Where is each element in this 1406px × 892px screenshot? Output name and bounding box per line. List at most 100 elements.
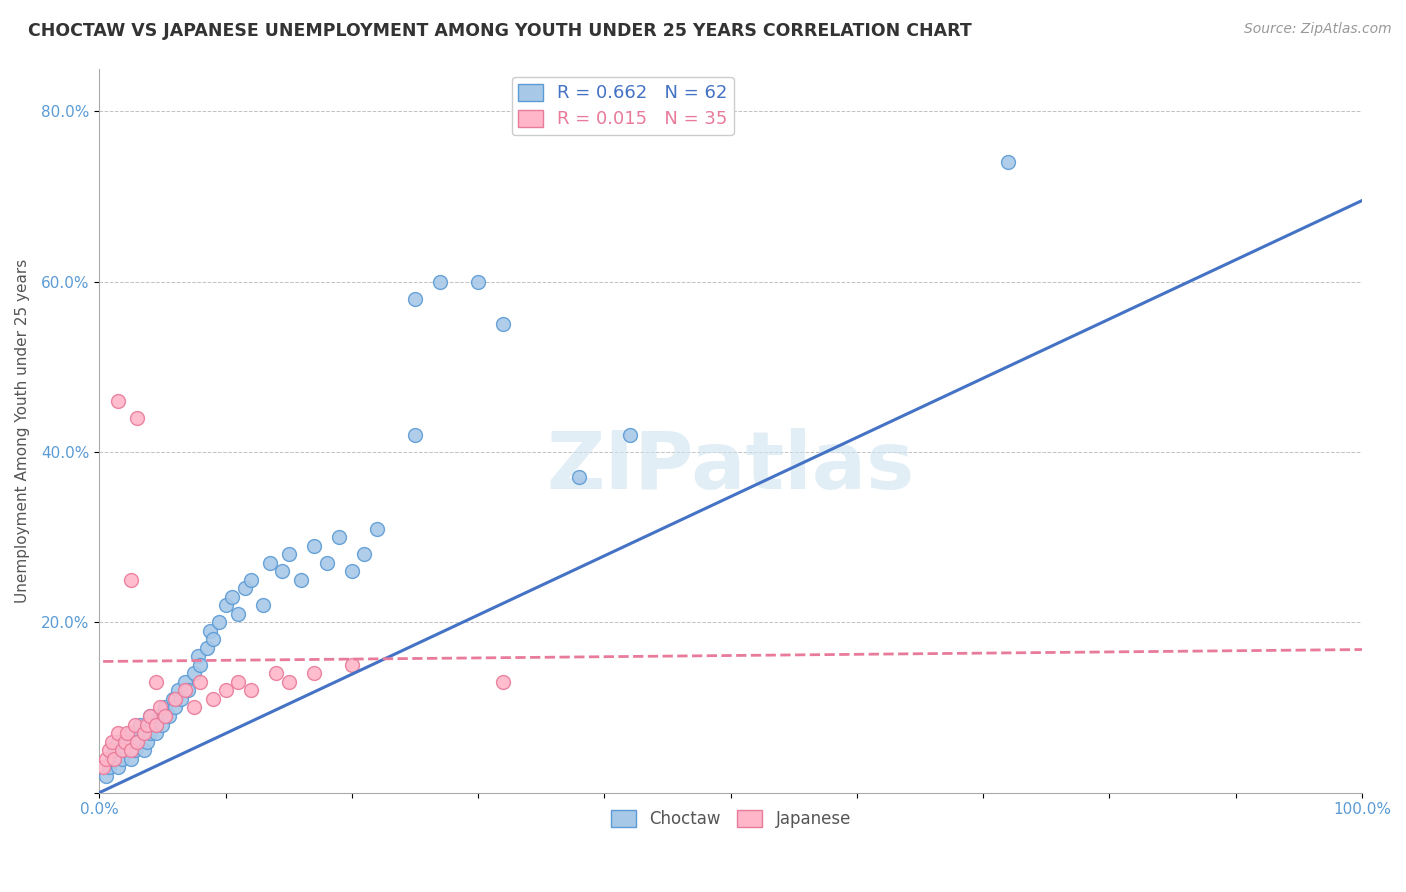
- Point: [277, 547, 299, 561]
- Point: [127, 734, 149, 748]
- Point: [467, 275, 489, 289]
- Point: [111, 743, 134, 757]
- Point: [120, 743, 142, 757]
- Point: [120, 751, 142, 765]
- Point: [128, 717, 150, 731]
- Point: [315, 556, 337, 570]
- Point: [353, 547, 375, 561]
- Point: [239, 573, 262, 587]
- Point: [141, 717, 163, 731]
- Point: [429, 275, 451, 289]
- Point: [170, 692, 193, 706]
- Point: [149, 700, 172, 714]
- Point: [214, 599, 236, 613]
- Point: [103, 743, 125, 757]
- Point: [183, 666, 205, 681]
- Point: [174, 674, 197, 689]
- Point: [114, 743, 136, 757]
- Point: [120, 573, 142, 587]
- Point: [328, 530, 350, 544]
- Point: [94, 751, 117, 765]
- Point: [101, 751, 124, 765]
- Point: [107, 393, 129, 408]
- Point: [188, 674, 211, 689]
- Point: [340, 657, 363, 672]
- Point: [340, 564, 363, 578]
- Point: [221, 590, 243, 604]
- Point: [124, 717, 146, 731]
- Point: [195, 640, 218, 655]
- Point: [127, 734, 149, 748]
- Point: [200, 624, 222, 638]
- Point: [201, 632, 224, 647]
- Point: [107, 726, 129, 740]
- Point: [166, 683, 188, 698]
- Point: [188, 657, 211, 672]
- Point: [157, 709, 180, 723]
- Point: [98, 743, 121, 757]
- Point: [277, 674, 299, 689]
- Point: [239, 683, 262, 698]
- Point: [132, 743, 155, 757]
- Point: [177, 683, 200, 698]
- Point: [271, 564, 294, 578]
- Point: [252, 599, 274, 613]
- Point: [145, 674, 167, 689]
- Point: [115, 726, 138, 740]
- Text: ZIPatlas: ZIPatlas: [547, 428, 915, 506]
- Point: [174, 683, 197, 698]
- Point: [145, 717, 167, 731]
- Point: [132, 726, 155, 740]
- Point: [259, 556, 281, 570]
- Point: [208, 615, 231, 630]
- Point: [149, 709, 172, 723]
- Point: [302, 539, 325, 553]
- Point: [366, 522, 388, 536]
- Point: [290, 573, 312, 587]
- Point: [107, 760, 129, 774]
- Point: [124, 743, 146, 757]
- Point: [132, 726, 155, 740]
- Point: [139, 709, 162, 723]
- Point: [187, 649, 209, 664]
- Point: [997, 155, 1019, 169]
- Point: [165, 692, 187, 706]
- Point: [492, 317, 515, 331]
- Point: [120, 726, 142, 740]
- Point: [152, 717, 174, 731]
- Point: [302, 666, 325, 681]
- Point: [127, 410, 149, 425]
- Point: [91, 760, 114, 774]
- Point: [136, 717, 159, 731]
- Text: CHOCTAW VS JAPANESE UNEMPLOYMENT AMONG YOUTH UNDER 25 YEARS CORRELATION CHART: CHOCTAW VS JAPANESE UNEMPLOYMENT AMONG Y…: [28, 22, 972, 40]
- Point: [165, 700, 187, 714]
- Point: [98, 760, 121, 774]
- Point: [103, 751, 125, 765]
- Point: [404, 292, 426, 306]
- Point: [153, 700, 176, 714]
- Point: [233, 581, 256, 595]
- Point: [264, 666, 287, 681]
- Point: [226, 674, 249, 689]
- Point: [139, 726, 162, 740]
- Point: [139, 709, 162, 723]
- Point: [568, 470, 591, 484]
- Legend: Choctaw, Japanese: Choctaw, Japanese: [605, 804, 858, 835]
- Text: Source: ZipAtlas.com: Source: ZipAtlas.com: [1244, 22, 1392, 37]
- Point: [114, 734, 136, 748]
- Point: [153, 709, 176, 723]
- Point: [136, 734, 159, 748]
- Point: [201, 692, 224, 706]
- Point: [162, 692, 184, 706]
- Point: [214, 683, 236, 698]
- Point: [619, 427, 641, 442]
- Point: [111, 751, 134, 765]
- Point: [226, 607, 249, 621]
- Point: [107, 734, 129, 748]
- Point: [145, 726, 167, 740]
- Point: [404, 427, 426, 442]
- Point: [101, 734, 124, 748]
- Y-axis label: Unemployment Among Youth under 25 years: Unemployment Among Youth under 25 years: [15, 259, 30, 603]
- Point: [492, 674, 515, 689]
- Point: [94, 769, 117, 783]
